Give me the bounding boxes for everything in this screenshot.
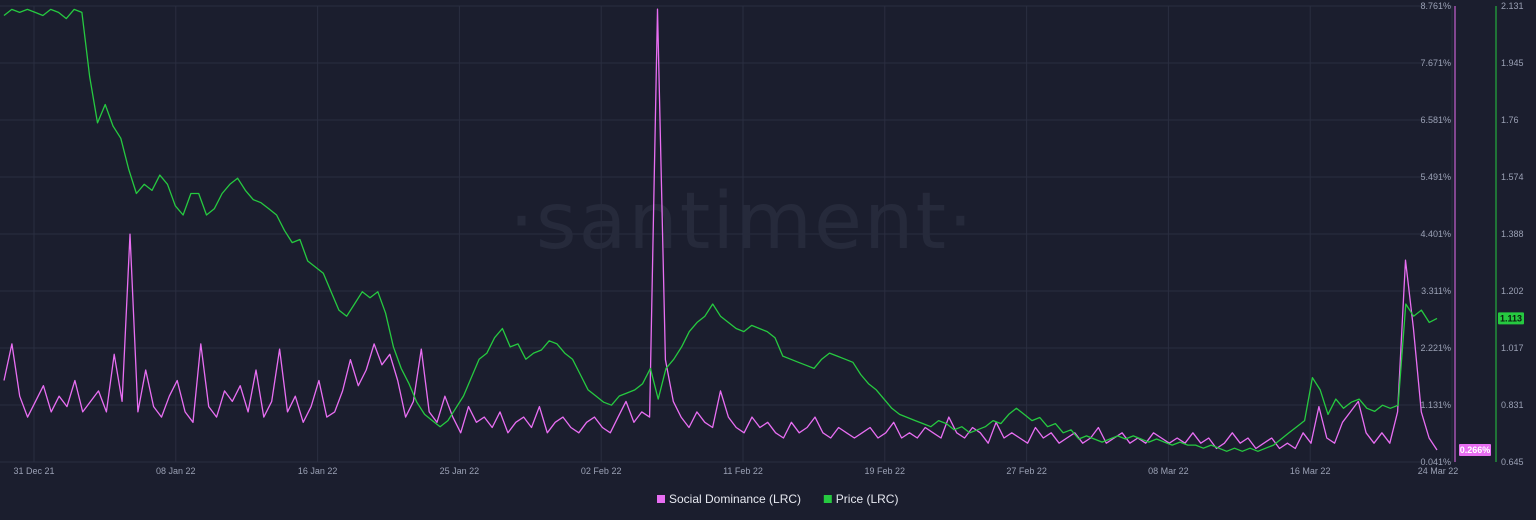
price-last-value: 1.113 (1500, 313, 1522, 323)
x-tick-label: 16 Jan 22 (298, 466, 338, 476)
x-tick-label: 19 Feb 22 (865, 466, 906, 476)
y-right-tick-label: 1.574 (1501, 172, 1524, 182)
legend-swatch-price (823, 495, 832, 503)
y-left-tick-label: 1.131% (1420, 400, 1451, 410)
y-right-tick-label: 0.645 (1501, 457, 1524, 467)
price-last-value-badge (1498, 312, 1524, 325)
y-right-tick-label: 1.017 (1501, 343, 1524, 353)
x-tick-label: 16 Mar 22 (1290, 466, 1331, 476)
x-tick-label: 11 Feb 22 (723, 466, 763, 476)
y-right-tick-label: 2.131 (1501, 1, 1524, 11)
y-right-tick-label: 1.388 (1501, 229, 1524, 239)
y-left-tick-label: 4.401% (1420, 229, 1451, 239)
x-tick-label: 08 Jan 22 (156, 466, 196, 476)
y-right-tick-label: 1.76 (1501, 115, 1519, 125)
x-axis-ticks: 31 Dec 21 08 Jan 22 16 Jan 22 25 Jan 22 02 F… (13, 466, 1458, 476)
y-right-tick-label: 0.831 (1501, 400, 1524, 410)
x-tick-label: 08 Mar 22 (1148, 466, 1189, 476)
y-axis-social-ticks: 8.761% 7.671% 6.581% 5.491% 4.401% 3.311% 2.22… (1420, 1, 1451, 467)
legend[interactable]: Social Dominance (LRC) Price (LRC) (657, 492, 898, 506)
series-layer (3, 8, 1438, 452)
x-tick-label: 02 Feb 22 (581, 466, 622, 476)
y-left-tick-label: 2.221% (1420, 343, 1451, 353)
y-left-tick-label: 6.581% (1420, 115, 1451, 125)
x-tick-label: 27 Feb 22 (1006, 466, 1047, 476)
gridlines (0, 5, 1453, 463)
legend-item-price[interactable]: Price (LRC) (836, 492, 899, 506)
price-line (3, 8, 1438, 452)
social-dominance-line (3, 8, 1438, 451)
x-tick-label: 24 Mar 22 (1418, 466, 1459, 476)
y-left-tick-label: 0.041% (1420, 457, 1451, 467)
social-last-value: 0.266% (1460, 445, 1491, 455)
social-last-value-badge (1459, 444, 1491, 457)
y-axis-price-ticks: 2.131 1.945 1.76 1.574 1.388 1.202 1.017 0.831 0… (1501, 1, 1524, 467)
legend-swatch-social (657, 495, 665, 503)
watermark: ·santiment· (509, 177, 975, 267)
y-left-tick-label: 5.491% (1420, 172, 1451, 182)
y-right-tick-label: 1.202 (1501, 286, 1524, 296)
y-left-tick-label: 8.761% (1420, 1, 1451, 11)
x-tick-label: 25 Jan 22 (440, 466, 480, 476)
x-tick-label: 31 Dec 21 (13, 466, 54, 476)
y-left-tick-label: 7.671% (1420, 58, 1451, 68)
last-value-badges: 0.266% 1.113 (1459, 312, 1524, 457)
y-right-tick-label: 1.945 (1501, 58, 1524, 68)
legend-item-social-dominance[interactable]: Social Dominance (LRC) (669, 492, 801, 506)
y-left-tick-label: 3.311% (1421, 286, 1451, 296)
